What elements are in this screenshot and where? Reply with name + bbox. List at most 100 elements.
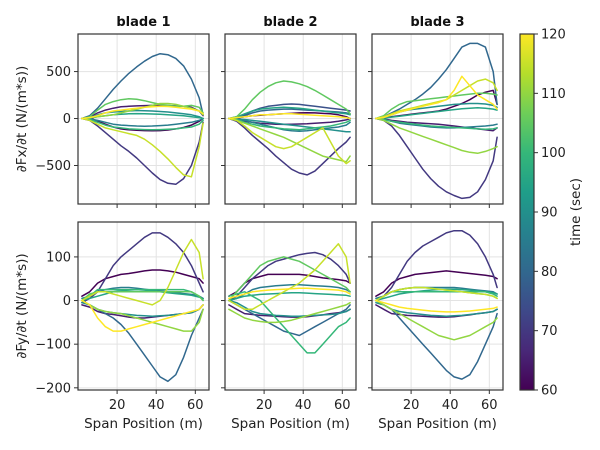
series-line-t105 (81, 98, 204, 120)
series-line-t80 (81, 52, 204, 120)
series-line-t95 (375, 106, 498, 120)
series-line-t110 (375, 299, 498, 341)
series-line-t110 (228, 301, 351, 324)
series-group (228, 80, 351, 176)
panel-background (372, 222, 503, 390)
panel-row1-blade1: −500 0 500 blade 1 (35, 15, 210, 208)
panel-background (225, 222, 356, 390)
x-tick-label: 20 (109, 398, 126, 413)
panel-frame (371, 221, 504, 391)
y-tick-label: −500 (35, 159, 71, 174)
series-line-t60 (81, 269, 204, 297)
panel-background (78, 222, 209, 390)
colorbar-tick-label: 60 (541, 384, 558, 399)
series-line-t110 (228, 117, 351, 163)
panel-title: blade 1 (116, 15, 170, 30)
y-tick-label: 500 (46, 65, 71, 80)
colorbar-tick-label: 120 (541, 28, 566, 43)
panel-row2-blade1: 20 40 60 −200 −100 0 100 Span Position (m) (35, 221, 210, 432)
series-line-t70 (375, 229, 498, 302)
series-line-t80 (81, 299, 204, 383)
panel-title: blade 2 (263, 15, 317, 30)
series-line-t70 (228, 251, 351, 302)
x-tick-label: 40 (148, 398, 165, 413)
series-group (81, 232, 204, 383)
series-line-t100 (375, 117, 498, 131)
series-line-t70 (81, 117, 204, 186)
y-axis-label: ∂Fy/∂t (N/(m*s)) (14, 253, 30, 358)
x-tick-label: 20 (403, 398, 420, 413)
series-line-t115 (375, 78, 498, 120)
panel-grid: −500 0 500 blade 1 blade 2 blade 3 20 40 60 −200 −… (35, 15, 504, 432)
figure-labels: ∂Fx/∂t (N/(m*s)) ∂Fy/∂t (N/(m*s)) (14, 66, 30, 359)
series-line-t95 (228, 106, 351, 120)
panel-row2-blade2: 20 40 60 Span Position (m) (221, 221, 357, 432)
series-line-t110 (81, 299, 204, 332)
y-tick-label: −100 (35, 338, 71, 353)
series-line-t80 (228, 299, 351, 337)
series-line-t120 (375, 75, 498, 120)
colorbar: 60 70 80 90 100 110 120 time (sec) (519, 28, 584, 399)
series-line-t115 (81, 238, 204, 306)
panel-frame (77, 221, 210, 391)
series-line-t120 (375, 299, 498, 313)
series-line-t120 (81, 105, 204, 120)
x-axis-label: Span Position (m) (84, 416, 203, 432)
panel-row1-blade2: blade 2 (221, 15, 357, 208)
colorbar-tick-label: 70 (541, 324, 558, 339)
panel-title: blade 3 (410, 15, 464, 30)
series-line-t105 (375, 92, 498, 120)
series-line-t105 (228, 80, 351, 120)
series-line-t60 (228, 273, 351, 297)
series-line-t115 (81, 117, 204, 178)
series-group (228, 243, 351, 354)
x-axis-label: Span Position (m) (378, 416, 497, 432)
x-tick-label: 60 (334, 398, 351, 413)
series-line-t120 (228, 113, 351, 120)
colorbar-tick-label: 110 (541, 87, 566, 102)
x-tick-label: 60 (481, 398, 498, 413)
panel-frame (224, 221, 357, 391)
y-tick-label: −200 (35, 381, 71, 396)
series-line-t70 (228, 117, 351, 176)
x-axis-label: Span Position (m) (231, 416, 350, 432)
series-line-t100 (228, 291, 351, 354)
panel-row1-blade3: blade 3 (368, 15, 504, 208)
series-line-t100 (81, 288, 204, 302)
series-line-t65 (228, 304, 351, 318)
series-line-t115 (228, 243, 351, 311)
x-tick-label: 40 (295, 398, 312, 413)
colorbar-tick-label: 100 (541, 146, 566, 161)
x-tick-label: 60 (187, 398, 204, 413)
series-line-t80 (375, 299, 498, 380)
series-line-t100 (375, 291, 498, 302)
series-line-t90 (375, 301, 498, 318)
series-line-t100 (228, 117, 351, 131)
series-line-t90 (228, 117, 351, 133)
series-line-t100 (81, 117, 204, 131)
y-axis-label: ∂Fx/∂t (N/(m*s)) (14, 66, 30, 173)
series-line-t85 (228, 117, 351, 132)
colorbar-tick-label: 80 (541, 265, 558, 280)
colorbar-tick-label: 90 (541, 206, 558, 221)
series-line-t115 (228, 117, 351, 165)
series-line-t85 (81, 117, 204, 127)
y-tick-label: 100 (46, 250, 71, 265)
y-tick-label: 0 (63, 112, 71, 127)
series-line-t110 (375, 117, 498, 155)
series-line-t60 (81, 116, 204, 132)
series-line-t120 (228, 287, 351, 300)
series-line-t115 (375, 286, 498, 302)
colorbar-label: time (sec) (568, 178, 584, 246)
colorbar-gradient (520, 34, 534, 390)
x-tick-label: 40 (442, 398, 459, 413)
series-group (81, 52, 204, 186)
series-group (375, 42, 498, 200)
series-line-t120 (81, 299, 204, 332)
series-line-t80 (375, 42, 498, 120)
series-line-t70 (375, 117, 498, 200)
x-tick-label: 20 (256, 398, 273, 413)
y-tick-label: 0 (63, 294, 71, 309)
series-line-t95 (228, 291, 351, 302)
